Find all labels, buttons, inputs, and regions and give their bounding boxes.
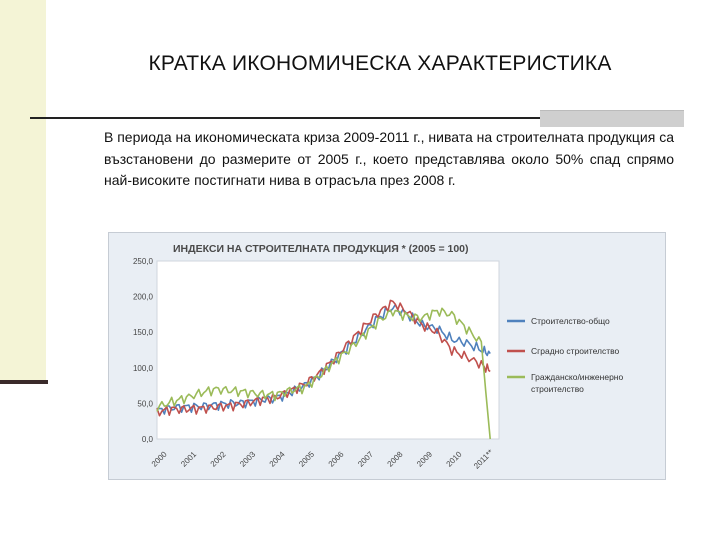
y-tick-label: 250,0 bbox=[133, 257, 154, 266]
series-lines bbox=[156, 299, 491, 440]
legend-label-1: Строителство-общо bbox=[531, 316, 610, 326]
legend: Строителство-общо Сградно строителство Гра… bbox=[507, 316, 623, 394]
legend-label-3: Гражданско/инженерно bbox=[531, 372, 623, 382]
series-line-1 bbox=[156, 303, 491, 415]
y-tick-label: 200,0 bbox=[133, 293, 154, 302]
chart-frame: ИНДЕКСИ НА СТРОИТЕЛНАТА ПРОДУКЦИЯ * (200… bbox=[108, 232, 666, 480]
slide-title: КРАТКА ИКОНОМИЧЕСКА ХАРАКТЕРИСТИКА bbox=[148, 52, 612, 75]
decorative-corner-box bbox=[540, 110, 684, 127]
title-divider bbox=[30, 117, 684, 119]
series-line-3 bbox=[156, 307, 491, 440]
plot-area bbox=[156, 260, 500, 440]
legend-label-2: Сградно строителство bbox=[531, 346, 620, 356]
series-line-2 bbox=[156, 299, 491, 417]
left-accent-base bbox=[0, 380, 48, 384]
line-chart: ИНДЕКСИ НА СТРОИТЕЛНАТА ПРОДУКЦИЯ * (200… bbox=[109, 233, 665, 479]
y-tick-label: 0,0 bbox=[142, 435, 154, 444]
legend-label-3: строителство bbox=[531, 384, 584, 394]
y-tick-label: 50,0 bbox=[137, 399, 153, 408]
chart-title: ИНДЕКСИ НА СТРОИТЕЛНАТА ПРОДУКЦИЯ * (200… bbox=[173, 243, 469, 255]
y-axis: 0,0 50,0 100,0 150,0 200,0 250,0 bbox=[133, 257, 154, 444]
y-tick-label: 100,0 bbox=[133, 364, 154, 373]
left-accent-band bbox=[0, 0, 46, 382]
y-tick-label: 150,0 bbox=[133, 328, 154, 337]
body-paragraph: В периода на икономическата криза 2009-2… bbox=[104, 129, 674, 188]
